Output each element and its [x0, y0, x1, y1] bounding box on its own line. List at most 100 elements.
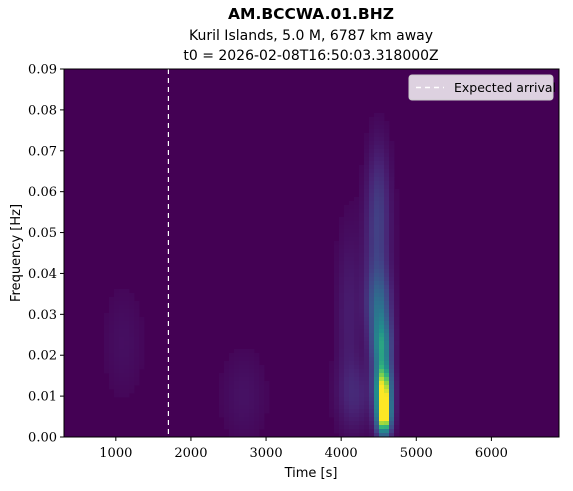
heatmap-cell [339, 377, 345, 382]
heatmap-cell [394, 365, 400, 370]
heatmap-cell [119, 349, 125, 354]
heatmap-cell [349, 261, 355, 266]
heatmap-cell [344, 429, 350, 434]
heatmap-cell [109, 297, 115, 302]
heatmap-cell [344, 313, 350, 318]
heatmap-cell [379, 305, 385, 310]
heatmap-cell [334, 397, 340, 402]
heatmap-cell [369, 293, 375, 298]
heatmap-cell [389, 153, 395, 158]
y-tick-label: 0.03 [28, 308, 57, 323]
heatmap-cell [364, 257, 370, 262]
axes-frame [63, 68, 560, 438]
heatmap-cell [344, 217, 350, 222]
heatmap-cell [239, 397, 245, 402]
heatmap-cell [379, 269, 385, 274]
heatmap-cell [359, 281, 365, 286]
heatmap-cell [354, 197, 360, 202]
heatmap-cell [379, 405, 385, 410]
heatmap-cell [224, 389, 230, 394]
heatmap-cell [109, 381, 115, 386]
heatmap-cell [369, 221, 375, 226]
heatmap-cell [114, 305, 120, 310]
heatmap-cell [134, 353, 140, 358]
heatmap-cell [234, 417, 240, 422]
heatmap-cell [249, 349, 255, 354]
heatmap-cell [369, 205, 375, 210]
heatmap-cell [124, 309, 130, 314]
heatmap-cell [384, 405, 390, 410]
heatmap-cell [379, 145, 385, 150]
heatmap-cell [374, 349, 380, 354]
heatmap-cell [359, 329, 365, 334]
heatmap-cell [114, 377, 120, 382]
heatmap-cell [364, 321, 370, 326]
heatmap-cell [369, 317, 375, 322]
heatmap-cell [349, 213, 355, 218]
heatmap-cell [364, 253, 370, 258]
heatmap-cell [114, 369, 120, 374]
heatmap-cell [249, 417, 255, 422]
heatmap-cell [374, 433, 380, 437]
heatmap-cell [359, 349, 365, 354]
heatmap-cell [369, 361, 375, 366]
heatmap-cell [259, 425, 265, 430]
heatmap-cell [119, 389, 125, 394]
heatmap-cell [369, 209, 375, 214]
heatmap-cell [339, 309, 345, 314]
heatmap-cell [359, 305, 365, 310]
heatmap-cell [219, 385, 225, 390]
heatmap-cell [334, 405, 340, 410]
heatmap-cell [119, 309, 125, 314]
heatmap-cell [334, 401, 340, 406]
heatmap-cell [349, 201, 355, 206]
heatmap-cell [354, 429, 360, 434]
heatmap-cell [354, 301, 360, 306]
heatmap-cell [124, 389, 130, 394]
heatmap-cell [139, 357, 145, 362]
heatmap-cell [334, 349, 340, 354]
heatmap-cell [334, 241, 340, 246]
heatmap-cell [364, 353, 370, 358]
y-tick-label: 0.09 [28, 63, 57, 78]
heatmap-cell [259, 393, 265, 398]
heatmap-cell [254, 417, 260, 422]
heatmap-cell [349, 293, 355, 298]
y-tick-label: 0.02 [28, 349, 57, 364]
heatmap-cell [384, 229, 390, 234]
heatmap-cell [379, 361, 385, 366]
heatmap-cell [124, 293, 130, 298]
heatmap-cell [349, 205, 355, 210]
heatmap-cell [394, 361, 400, 366]
heatmap-cell [139, 325, 145, 330]
heatmap-cell [379, 241, 385, 246]
heatmap-cell [344, 309, 350, 314]
heatmap-cell [259, 389, 265, 394]
heatmap-cell [339, 281, 345, 286]
heatmap-cell [354, 245, 360, 250]
heatmap-cell [249, 405, 255, 410]
heatmap-cell [354, 309, 360, 314]
heatmap-cell [349, 241, 355, 246]
heatmap-cell [359, 361, 365, 366]
heatmap-cell [394, 293, 400, 298]
heatmap-cell [119, 317, 125, 322]
heatmap-cell [369, 325, 375, 330]
heatmap-cell [349, 389, 355, 394]
heatmap-cell [354, 225, 360, 230]
heatmap-cell [374, 205, 380, 210]
heatmap-cell [239, 401, 245, 406]
heatmap-cell [379, 237, 385, 242]
heatmap-cell [244, 401, 250, 406]
heatmap-cell [339, 333, 345, 338]
heatmap-cell [364, 241, 370, 246]
heatmap-cell [394, 205, 400, 210]
heatmap-cell [364, 377, 370, 382]
heatmap-cell [374, 241, 380, 246]
heatmap-cell [134, 365, 140, 370]
heatmap-cell [359, 197, 365, 202]
heatmap-cell [219, 389, 225, 394]
heatmap-cell [369, 313, 375, 318]
x-axis-label: Time [s] [284, 466, 338, 481]
heatmap-cell [104, 317, 110, 322]
